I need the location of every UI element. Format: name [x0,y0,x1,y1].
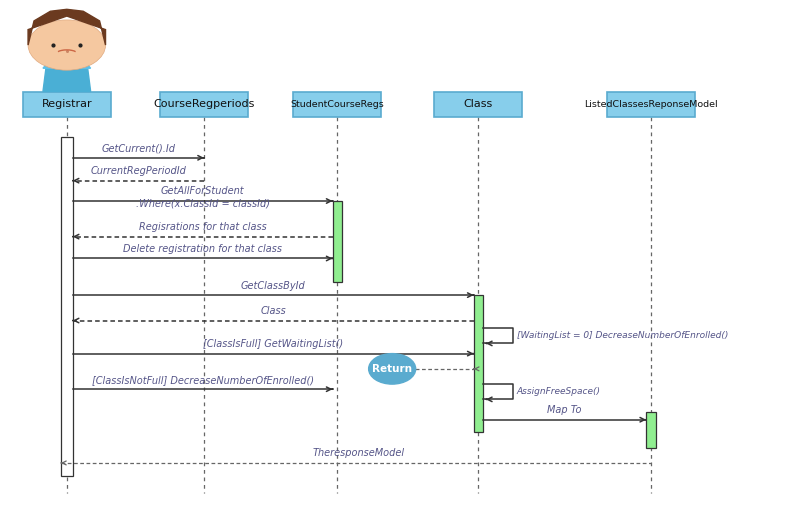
Text: CurrentRegPeriodId: CurrentRegPeriodId [90,166,186,176]
Text: Delete registration for that class: Delete registration for that class [123,244,282,254]
Text: ListedClassesReponseModel: ListedClassesReponseModel [584,100,718,109]
Text: Map To: Map To [547,405,582,415]
Text: Class: Class [464,99,493,110]
Bar [646,412,655,448]
FancyBboxPatch shape [160,92,248,117]
Text: TheresponseModel: TheresponseModel [313,448,405,458]
Polygon shape [43,69,90,91]
Text: Class: Class [260,306,286,316]
Bar [61,138,73,476]
FancyBboxPatch shape [23,92,110,117]
Text: [ClassIsFull] GetWaitingList(): [ClassIsFull] GetWaitingList() [203,339,343,349]
Text: GetAllForStudent: GetAllForStudent [161,186,245,196]
Text: Registrar: Registrar [42,99,92,110]
Bar [474,295,483,432]
Text: GetCurrent().Id: GetCurrent().Id [102,143,175,153]
Polygon shape [43,60,90,69]
Text: [ClassIsNotFull] DecreaseNumberOfEnrolled(): [ClassIsNotFull] DecreaseNumberOfEnrolle… [92,375,314,385]
FancyBboxPatch shape [294,92,381,117]
Text: [WaitingList = 0] DecreaseNumberOfEnrolled(): [WaitingList = 0] DecreaseNumberOfEnroll… [517,331,728,340]
Bar [333,201,342,282]
FancyBboxPatch shape [607,92,694,117]
Polygon shape [28,9,106,45]
Text: Return: Return [372,364,412,374]
Text: AssignFreeSpace(): AssignFreeSpace() [517,387,601,396]
Text: GetClassById: GetClassById [241,281,306,291]
Text: .Where(x.ClassId = classId): .Where(x.ClassId = classId) [136,198,270,208]
Circle shape [28,20,106,70]
FancyBboxPatch shape [434,92,522,117]
Text: StudentCourseRegs: StudentCourseRegs [290,100,384,109]
Text: CourseRegperiods: CourseRegperiods [154,99,254,110]
Text: Regisrations for that class: Regisrations for that class [138,222,266,232]
Circle shape [369,353,416,384]
